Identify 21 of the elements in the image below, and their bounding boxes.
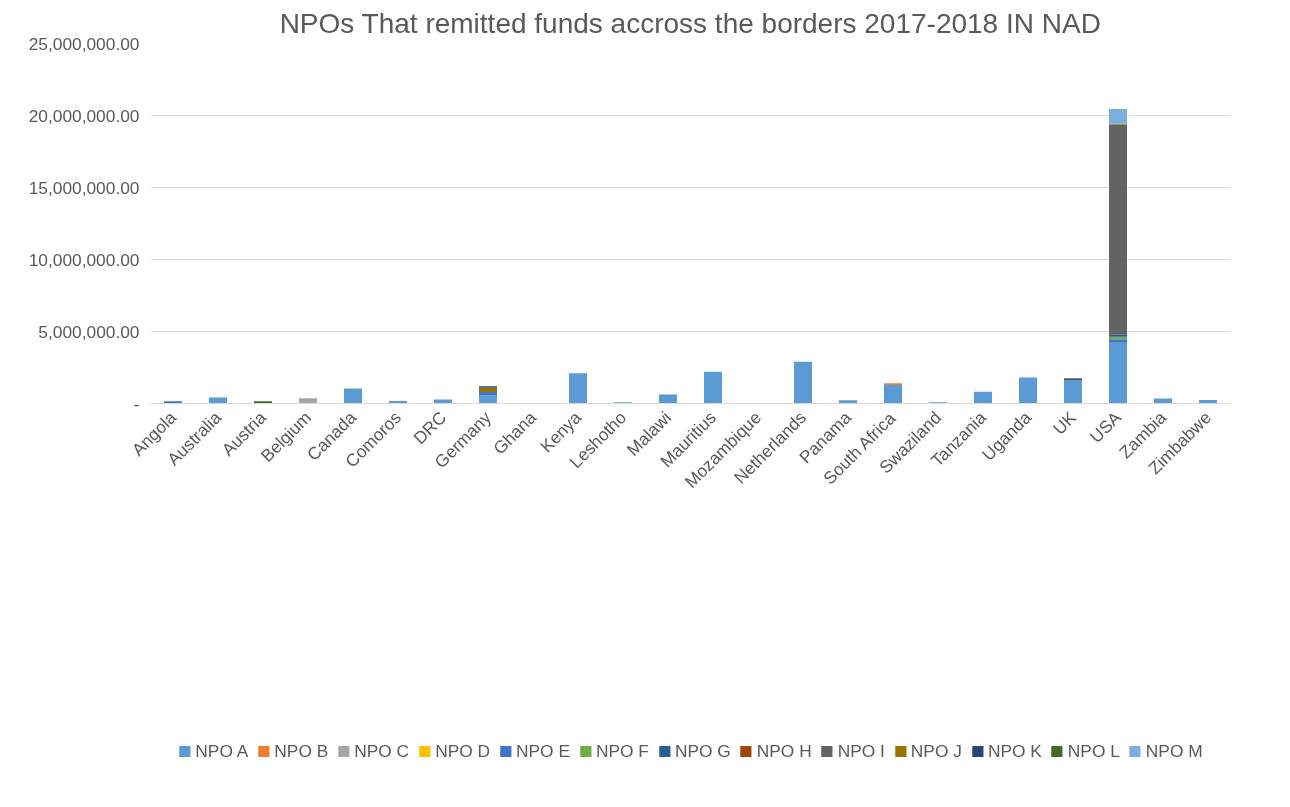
legend-label: NPO A: [195, 740, 249, 762]
y-tick-label: 20,000,000.00: [28, 105, 140, 126]
legend-label: NPO L: [1067, 740, 1120, 762]
y-tick-label: -: [133, 393, 140, 414]
legend-label: NPO F: [595, 740, 649, 762]
legend-label: NPO K: [987, 740, 1042, 762]
legend-label: NPO J: [910, 740, 962, 762]
legend-label: NPO G: [674, 740, 731, 762]
y-tick-label: 15,000,000.00: [28, 177, 140, 198]
legend-label: NPO B: [274, 740, 329, 762]
legend-label: NPO I: [837, 740, 885, 762]
x-tick-label: UK: [1048, 407, 1081, 439]
legend-label: NPO M: [1145, 740, 1203, 762]
legend-label: NPO C: [354, 740, 410, 762]
legend-label: NPO H: [756, 740, 812, 762]
chart-title: NPOs That remitted funds accross the borders 2017-2018 IN NAD: [279, 7, 1101, 39]
y-tick-label: 10,000,000.00: [28, 249, 140, 270]
y-tick-label: 5,000,000.00: [38, 321, 140, 342]
legend-label: NPO D: [435, 740, 491, 762]
y-tick-label: 25,000,000.00: [28, 33, 140, 54]
legend-label: NPO E: [516, 740, 570, 762]
